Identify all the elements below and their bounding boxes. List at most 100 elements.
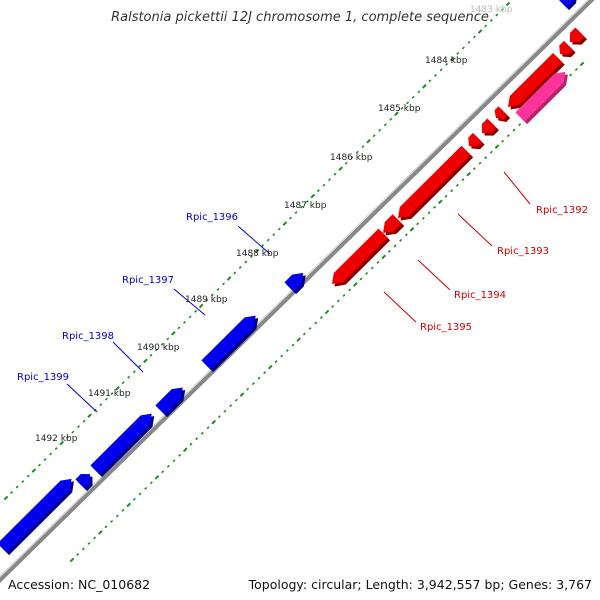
inner-tick-dot [211, 419, 216, 425]
outer-tick-dot [38, 463, 41, 467]
outer-tick-dot [456, 51, 460, 55]
inner-tick-dot [365, 271, 369, 275]
reverse-gene-1393[interactable] [398, 145, 474, 221]
inner-tick-dot [161, 470, 165, 474]
inner-tick-dot [427, 211, 431, 215]
reverse-gene-1392[interactable] [508, 53, 565, 110]
reverse-gene-small-b[interactable] [481, 118, 500, 136]
map-title: Ralstonia pickettii 12J chromosome 1, co… [111, 10, 489, 25]
inner-tick-dot [461, 178, 465, 182]
gene-label-rpic-1398[interactable]: Rpic_1398 [62, 331, 114, 342]
inner-tick-dot [178, 453, 182, 457]
outer-tick-dot [155, 348, 159, 352]
leader-line-reverse-2 [417, 259, 451, 291]
inner-tick-dot [200, 431, 204, 435]
outer-tick-dot [434, 73, 437, 77]
inner-tick-dot [324, 309, 330, 315]
backbone-highlight [0, 0, 589, 577]
outer-tick-dot [31, 468, 37, 473]
reverse-gene-1394[interactable] [383, 214, 405, 236]
outer-tick-dot [49, 452, 53, 456]
reverse-gene-small-a[interactable] [468, 132, 485, 150]
inner-tick-dot [331, 305, 335, 308]
outer-tick-dot [489, 19, 493, 22]
inner-tick-dot [319, 316, 323, 319]
outer-tick-dot [505, 1, 511, 7]
reverse-gene-small-d[interactable] [559, 40, 576, 58]
inner-tick-dot [144, 486, 148, 490]
reverse-gene-small-c[interactable] [494, 106, 511, 122]
outer-tick-dot [310, 193, 316, 199]
outer-tick-dot [400, 106, 404, 110]
gene-label-rpic-1397[interactable]: Rpic_1397 [122, 275, 174, 286]
inner-tick-dot [189, 442, 193, 446]
leader-line-forward-1 [173, 288, 206, 316]
outer-tick-dot [82, 419, 86, 423]
tick-label-1: 1484 kbp [425, 56, 468, 66]
inner-tick-dot [370, 266, 374, 270]
gene-label-rpic-1395[interactable]: Rpic_1395 [420, 322, 472, 333]
forward-gene-small-a[interactable] [75, 473, 93, 492]
forward-gene-1396[interactable] [284, 272, 306, 295]
outer-tick-dot [495, 13, 499, 17]
tick-label-6: 1489 kbp [185, 295, 228, 305]
outer-tick-dot [411, 95, 415, 99]
outer-tick-dot [461, 46, 465, 50]
outer-tick-dot [389, 117, 393, 121]
inner-tick-dot [115, 514, 119, 518]
rna-feature-body [515, 71, 566, 122]
outer-tick-dot [266, 238, 270, 242]
outer-tick-dot [183, 320, 186, 324]
gene-label-rpic-1392[interactable]: Rpic_1392 [536, 205, 588, 216]
gene-label-rpic-1393[interactable]: Rpic_1393 [497, 246, 549, 257]
outer-tick-dot [127, 375, 131, 379]
outer-tick-dot [254, 248, 260, 254]
reverse-gene-1395-body [332, 228, 388, 284]
rna-feature[interactable] [515, 71, 568, 125]
inner-tick-dot [239, 392, 245, 397]
tick-label-5: 1488 kbp [236, 249, 279, 259]
gene-label-rpic-1399[interactable]: Rpic_1399 [17, 372, 69, 383]
reverse-gene-1395[interactable] [332, 228, 391, 287]
forward-gene-1399[interactable] [90, 413, 155, 478]
tick-label-3: 1486 kbp [330, 153, 373, 163]
outer-tick-dot [194, 309, 198, 313]
outer-tick-dot [445, 62, 449, 66]
inner-tick-dot [121, 508, 125, 512]
outer-tick-dot [210, 293, 214, 297]
forward-gene-1399-body [90, 413, 152, 475]
gene-label-rpic-1396[interactable]: Rpic_1396 [186, 212, 238, 223]
inner-tick-dot [98, 530, 103, 535]
reverse-gene-small-d-body [559, 40, 574, 55]
inner-tick-dot [512, 128, 516, 132]
inner-tick-dot [280, 354, 284, 358]
outer-tick-dot [289, 216, 292, 220]
inner-tick-dot [574, 68, 578, 71]
leader-line-reverse-3 [383, 291, 417, 323]
inner-tick-dot [229, 404, 233, 408]
outer-tick-dot [350, 156, 354, 160]
gene-label-rpic-1394[interactable]: Rpic_1394 [454, 290, 506, 301]
forward-gene-1397[interactable] [201, 315, 259, 373]
forward-gene-1396-body [284, 272, 304, 292]
inner-tick-dot [387, 249, 391, 253]
outer-tick-dot [77, 425, 80, 429]
inner-tick-dot [251, 382, 255, 386]
inner-tick-dot [268, 364, 273, 370]
outer-tick-dot [233, 271, 237, 275]
outer-tick-dot [10, 491, 14, 494]
inner-tick-dot [206, 426, 210, 430]
reverse-gene-small-e[interactable] [569, 27, 588, 45]
forward-gene-top[interactable] [557, 0, 577, 11]
forward-gene-1400[interactable] [0, 478, 75, 556]
inner-tick-dot [110, 519, 114, 523]
outer-tick-dot [177, 326, 181, 330]
outer-tick-dot [87, 413, 92, 418]
reverse-gene-small-b-body [481, 118, 497, 134]
outer-tick-dot [132, 370, 136, 374]
outer-tick-dot [160, 342, 164, 346]
inner-tick-dot [409, 227, 415, 232]
forward-gene-1398[interactable] [155, 387, 186, 418]
